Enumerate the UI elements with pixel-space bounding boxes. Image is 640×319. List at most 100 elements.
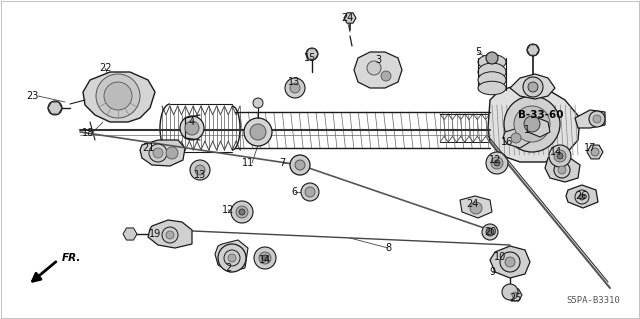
Polygon shape bbox=[503, 128, 530, 148]
Text: 20: 20 bbox=[484, 227, 496, 237]
Circle shape bbox=[524, 116, 540, 132]
Polygon shape bbox=[527, 45, 539, 55]
Circle shape bbox=[153, 148, 163, 158]
Circle shape bbox=[494, 160, 500, 166]
Text: 16: 16 bbox=[501, 137, 513, 147]
Text: 13: 13 bbox=[288, 77, 300, 87]
Text: 18: 18 bbox=[82, 128, 94, 138]
Text: 4: 4 bbox=[189, 117, 195, 127]
Text: 14: 14 bbox=[259, 255, 271, 265]
Text: 24: 24 bbox=[466, 199, 478, 209]
Circle shape bbox=[554, 162, 570, 178]
Text: 17: 17 bbox=[584, 143, 596, 153]
Circle shape bbox=[301, 183, 319, 201]
Polygon shape bbox=[490, 246, 530, 278]
Ellipse shape bbox=[478, 72, 506, 88]
Text: 14: 14 bbox=[550, 147, 562, 157]
Polygon shape bbox=[488, 85, 580, 162]
Circle shape bbox=[504, 96, 560, 152]
Polygon shape bbox=[508, 289, 522, 301]
Polygon shape bbox=[575, 110, 605, 128]
Circle shape bbox=[512, 292, 518, 298]
Text: 15: 15 bbox=[304, 53, 316, 63]
Circle shape bbox=[527, 44, 539, 56]
Circle shape bbox=[579, 194, 585, 200]
Circle shape bbox=[253, 98, 263, 108]
Text: 26: 26 bbox=[575, 191, 587, 201]
Text: 19: 19 bbox=[149, 229, 161, 239]
Circle shape bbox=[190, 160, 210, 180]
Polygon shape bbox=[545, 155, 580, 182]
Circle shape bbox=[305, 187, 315, 197]
Circle shape bbox=[104, 82, 132, 110]
Circle shape bbox=[558, 166, 566, 174]
Polygon shape bbox=[306, 49, 318, 59]
Text: 23: 23 bbox=[26, 91, 38, 101]
Text: 22: 22 bbox=[99, 63, 111, 73]
Circle shape bbox=[557, 153, 563, 159]
Text: 11: 11 bbox=[242, 158, 254, 168]
Circle shape bbox=[514, 106, 550, 142]
Polygon shape bbox=[587, 145, 603, 159]
Circle shape bbox=[254, 247, 276, 269]
Circle shape bbox=[381, 71, 391, 81]
Circle shape bbox=[549, 145, 571, 167]
Circle shape bbox=[218, 244, 246, 272]
Text: 25: 25 bbox=[509, 293, 522, 303]
Text: 12: 12 bbox=[222, 205, 234, 215]
Circle shape bbox=[96, 74, 140, 118]
Text: 12: 12 bbox=[489, 155, 501, 165]
Circle shape bbox=[290, 83, 300, 93]
Circle shape bbox=[589, 111, 605, 127]
Circle shape bbox=[166, 147, 178, 159]
Text: 8: 8 bbox=[385, 243, 391, 253]
Text: S5PA-B3310: S5PA-B3310 bbox=[566, 296, 620, 305]
Circle shape bbox=[162, 227, 178, 243]
Circle shape bbox=[500, 252, 520, 272]
Circle shape bbox=[491, 157, 503, 169]
Circle shape bbox=[295, 160, 305, 170]
Circle shape bbox=[195, 165, 205, 175]
Circle shape bbox=[486, 152, 508, 174]
Text: 10: 10 bbox=[494, 252, 506, 262]
Text: 21: 21 bbox=[142, 143, 154, 153]
Circle shape bbox=[482, 224, 498, 240]
Circle shape bbox=[224, 250, 240, 266]
Text: 9: 9 bbox=[489, 267, 495, 277]
Polygon shape bbox=[140, 140, 185, 166]
Text: 24: 24 bbox=[341, 13, 353, 23]
Circle shape bbox=[180, 116, 204, 140]
Circle shape bbox=[239, 209, 245, 215]
Polygon shape bbox=[215, 240, 248, 272]
Circle shape bbox=[486, 228, 494, 236]
Circle shape bbox=[228, 254, 236, 262]
Polygon shape bbox=[566, 185, 598, 208]
Circle shape bbox=[511, 133, 521, 143]
Text: 3: 3 bbox=[375, 55, 381, 65]
Circle shape bbox=[306, 48, 318, 60]
Circle shape bbox=[505, 257, 515, 267]
Circle shape bbox=[554, 150, 566, 162]
Circle shape bbox=[236, 206, 248, 218]
Polygon shape bbox=[460, 196, 492, 218]
Circle shape bbox=[470, 202, 482, 214]
Text: 2: 2 bbox=[225, 263, 231, 273]
Text: B-33-60: B-33-60 bbox=[518, 110, 563, 120]
Circle shape bbox=[231, 201, 253, 223]
Circle shape bbox=[591, 148, 599, 156]
Polygon shape bbox=[83, 72, 155, 122]
Circle shape bbox=[250, 124, 266, 140]
Circle shape bbox=[486, 52, 498, 64]
Text: 6: 6 bbox=[291, 187, 297, 197]
Polygon shape bbox=[148, 220, 192, 248]
Ellipse shape bbox=[478, 55, 506, 70]
Text: 5: 5 bbox=[475, 47, 481, 57]
Text: 1: 1 bbox=[524, 125, 530, 135]
Circle shape bbox=[285, 78, 305, 98]
Polygon shape bbox=[526, 118, 550, 137]
Circle shape bbox=[262, 255, 268, 261]
Polygon shape bbox=[510, 74, 555, 99]
Ellipse shape bbox=[478, 81, 506, 95]
Circle shape bbox=[244, 118, 272, 146]
Circle shape bbox=[593, 115, 601, 123]
